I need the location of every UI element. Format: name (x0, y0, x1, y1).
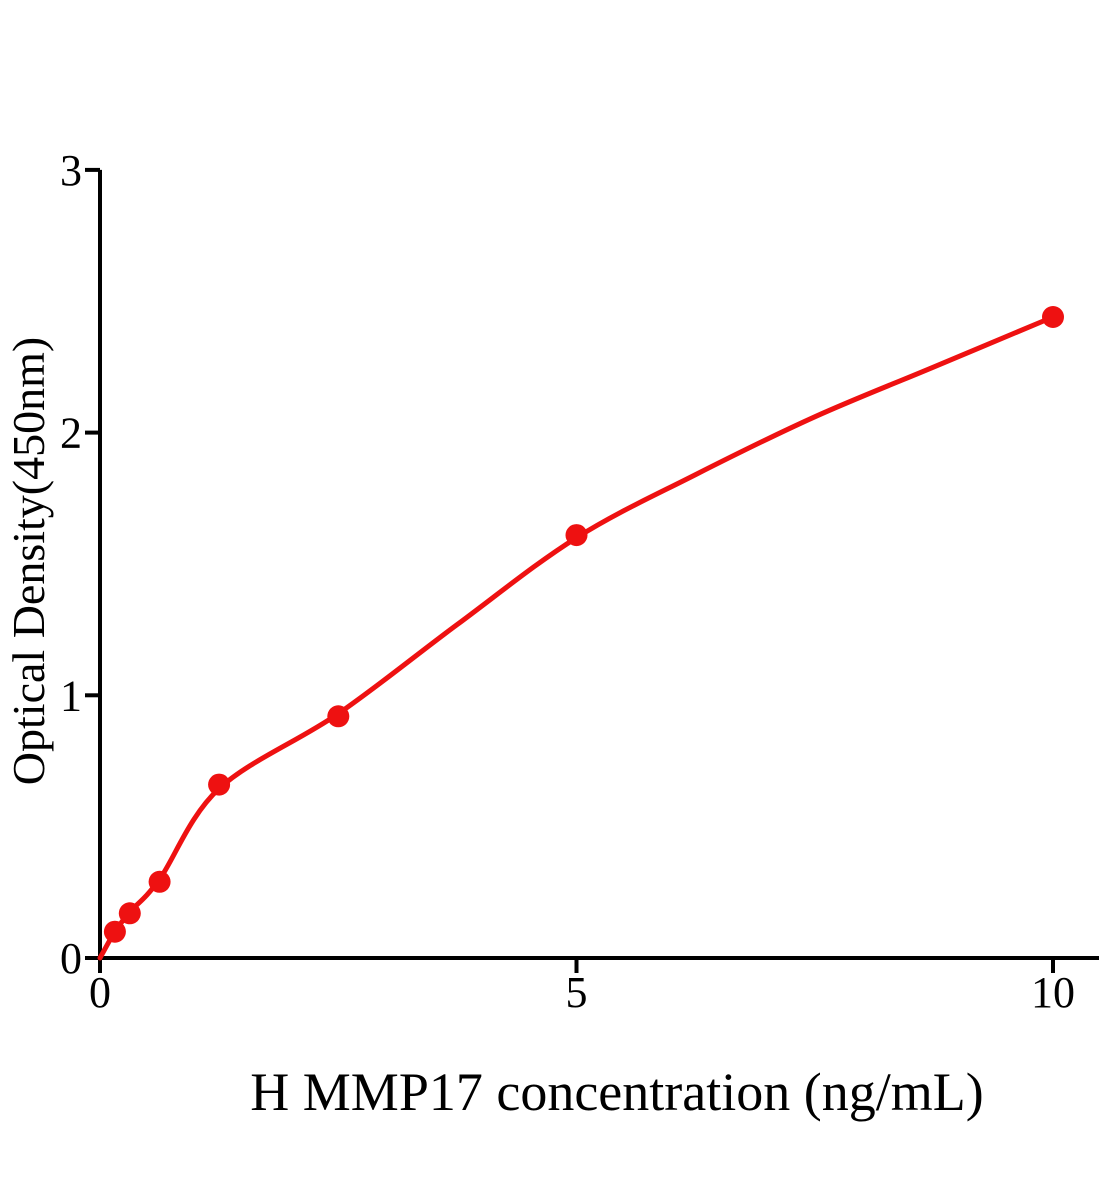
y-tick-label: 0 (60, 934, 82, 983)
data-point (1042, 306, 1064, 328)
data-point (565, 524, 588, 547)
data-point (103, 920, 126, 943)
y-tick-label: 2 (60, 409, 82, 458)
points-layer (103, 306, 1064, 943)
data-point (208, 773, 231, 796)
y-tick-label: 3 (60, 146, 82, 195)
data-point (118, 902, 141, 925)
data-point (327, 705, 350, 728)
x-axis-title: H MMP17 concentration (ng/mL) (250, 1062, 983, 1122)
y-tick-label: 1 (60, 671, 82, 720)
x-tick-label: 10 (1031, 968, 1075, 1017)
axes-layer: 0 1 2 3 0 5 10 (60, 146, 1099, 1017)
x-tick-label: 0 (89, 968, 111, 1017)
fit-curve-path (97, 314, 1056, 961)
x-tick-label: 5 (566, 968, 588, 1017)
y-axis-title: Optical Density(450nm) (3, 337, 54, 785)
data-point (148, 870, 171, 893)
curve-layer (97, 314, 1056, 961)
